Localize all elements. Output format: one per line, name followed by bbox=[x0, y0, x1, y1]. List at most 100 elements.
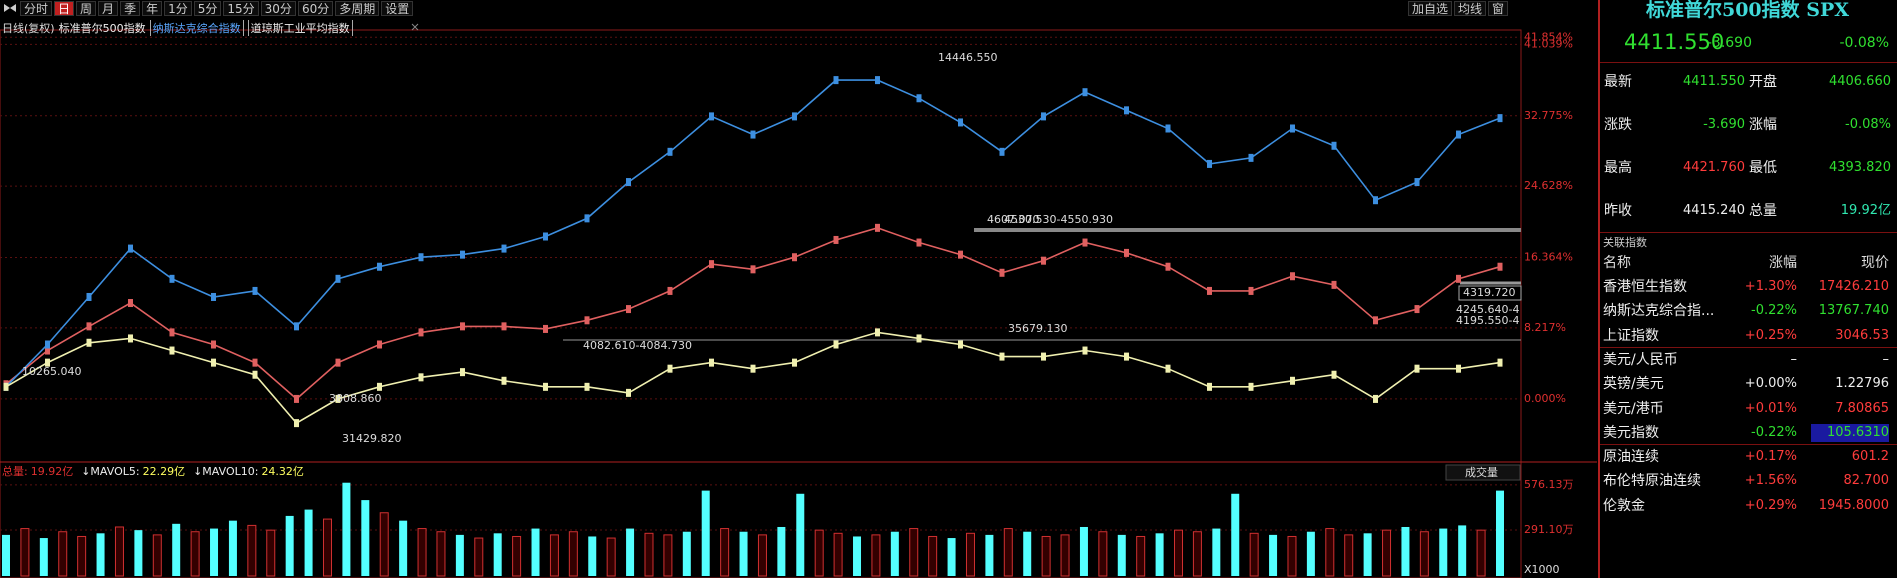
candle bbox=[626, 178, 631, 187]
stat-value: 4406.660 bbox=[1828, 74, 1891, 89]
dropdown[interactable] bbox=[1445, 464, 1521, 481]
legend-label: ↓MAVOL10: bbox=[193, 465, 258, 478]
volume-bar bbox=[285, 515, 294, 576]
toolbar-button[interactable]: 月 bbox=[98, 1, 119, 16]
volume-bar bbox=[1174, 529, 1184, 577]
volume-bar bbox=[20, 528, 30, 577]
candle bbox=[1497, 358, 1503, 367]
dropdown-label: 成交量 bbox=[1465, 465, 1498, 479]
toolbar-button[interactable]: 60分 bbox=[297, 1, 334, 16]
row-name[interactable]: 伦敦金 bbox=[1603, 497, 1645, 514]
volume-bar bbox=[474, 537, 484, 577]
candle bbox=[543, 382, 548, 391]
candle bbox=[1082, 88, 1088, 97]
volume-bar bbox=[1419, 531, 1429, 577]
toolbar-button[interactable]: 年 bbox=[142, 1, 163, 16]
row-name[interactable]: 美元指数 bbox=[1603, 424, 1659, 441]
candle bbox=[128, 299, 133, 308]
toolbar-button[interactable]: 窗 bbox=[1488, 1, 1509, 16]
volume-bar bbox=[1458, 525, 1467, 576]
table-header: 涨幅 bbox=[1769, 255, 1797, 271]
row-change: +0.01% bbox=[1744, 400, 1797, 416]
toolbar-button[interactable]: 加自选 bbox=[1408, 1, 1453, 16]
row-change: +1.30% bbox=[1744, 279, 1797, 294]
y-tick-label: 41.039% bbox=[1524, 37, 1573, 50]
volume-bar bbox=[853, 536, 862, 576]
change-pct: -0.08% bbox=[1839, 35, 1889, 51]
toolbar-button[interactable]: 周 bbox=[76, 1, 97, 16]
toolbar-button[interactable]: 30分 bbox=[260, 1, 296, 16]
candle bbox=[45, 346, 50, 355]
divider bbox=[1600, 443, 1897, 445]
stat-label: 最高 bbox=[1604, 160, 1632, 176]
candle bbox=[1414, 364, 1420, 373]
candle bbox=[709, 260, 714, 269]
row-name[interactable]: 纳斯达克综合指... bbox=[1603, 303, 1715, 320]
candle bbox=[1456, 274, 1461, 283]
stat-label: 总量 bbox=[1749, 203, 1777, 219]
toolbar-button[interactable]: 多周期 bbox=[335, 1, 380, 16]
close-icon[interactable] bbox=[411, 23, 419, 31]
volume-bar bbox=[701, 490, 710, 576]
volume-bar bbox=[1192, 531, 1202, 577]
series-name[interactable]: 道琼斯工业平均指数 bbox=[247, 20, 353, 36]
legend: 日线(复权) 标准普尔500指数 纳斯达克综合指数 道琼斯工业平均指数 bbox=[2, 20, 353, 36]
toolbar-button[interactable]: 分时 bbox=[20, 1, 53, 16]
row-name[interactable]: 美元/港币 bbox=[1603, 400, 1664, 417]
series-name[interactable]: 纳斯达克综合指数 bbox=[149, 20, 244, 36]
row-name[interactable]: 布伦特原油连续 bbox=[1603, 473, 1701, 490]
candle bbox=[667, 147, 673, 156]
volume-bar bbox=[1344, 534, 1354, 577]
volume-bar bbox=[1306, 531, 1315, 576]
annotation: 4607.070 bbox=[987, 213, 1040, 226]
row-name[interactable]: 原油连续 bbox=[1603, 449, 1659, 466]
volume-bar bbox=[247, 524, 257, 577]
volume-bar bbox=[549, 534, 559, 577]
candle bbox=[1248, 382, 1254, 391]
row-name[interactable]: 上证指数 bbox=[1603, 327, 1659, 344]
row-name[interactable]: 美元/人民币 bbox=[1603, 351, 1678, 368]
annotation: 10265.040 bbox=[22, 365, 82, 378]
legend-label: 总量: bbox=[2, 464, 28, 478]
row-change: +0.00% bbox=[1744, 376, 1797, 392]
divider bbox=[1600, 346, 1897, 348]
volume-bar bbox=[210, 528, 219, 576]
legend-label: ↓MAVOL5: bbox=[81, 465, 139, 478]
row-change: +0.25% bbox=[1744, 327, 1797, 343]
volume-bar bbox=[663, 534, 673, 577]
volume-bar bbox=[361, 500, 370, 576]
candle bbox=[792, 253, 797, 262]
toolbar-button[interactable]: 日 bbox=[54, 1, 75, 16]
volume-bar bbox=[493, 533, 502, 576]
candle bbox=[543, 232, 548, 241]
volume-bar bbox=[1212, 528, 1221, 576]
series-line bbox=[5, 227, 1501, 400]
candle bbox=[1124, 106, 1129, 115]
toolbar-button[interactable]: 15分 bbox=[223, 1, 259, 16]
volume-bar bbox=[399, 520, 408, 576]
stat-value: 4415.240 bbox=[1682, 203, 1745, 218]
candle bbox=[792, 358, 797, 367]
toolbar-button[interactable]: 均线 bbox=[1454, 1, 1487, 16]
stat-value: 4393.820 bbox=[1828, 160, 1891, 175]
candle bbox=[1207, 286, 1212, 295]
row-name[interactable]: 香港恒生指数 bbox=[1603, 279, 1687, 295]
candle bbox=[501, 376, 507, 385]
candle bbox=[1124, 352, 1129, 361]
row-name[interactable]: 英镑/美元 bbox=[1603, 376, 1664, 393]
toolbar-button[interactable]: 季 bbox=[120, 1, 141, 16]
candle bbox=[1248, 286, 1254, 295]
volume-bar bbox=[814, 529, 824, 577]
annotation: 31429.820 bbox=[342, 432, 402, 445]
volume-bar bbox=[1363, 533, 1372, 576]
toolbar-button[interactable]: 设置 bbox=[381, 1, 414, 16]
toolbar-button[interactable]: 5分 bbox=[193, 1, 222, 16]
y-tick-label: 24.628% bbox=[1524, 179, 1573, 192]
row-price: 105.6310 bbox=[1810, 423, 1889, 442]
candle bbox=[999, 147, 1005, 156]
price-box bbox=[1458, 285, 1522, 301]
nav-icon[interactable] bbox=[4, 4, 16, 12]
volume-bar bbox=[1023, 531, 1032, 576]
toolbar-button[interactable]: 1分 bbox=[164, 1, 192, 16]
legend-value: 24.32亿 bbox=[261, 465, 304, 478]
